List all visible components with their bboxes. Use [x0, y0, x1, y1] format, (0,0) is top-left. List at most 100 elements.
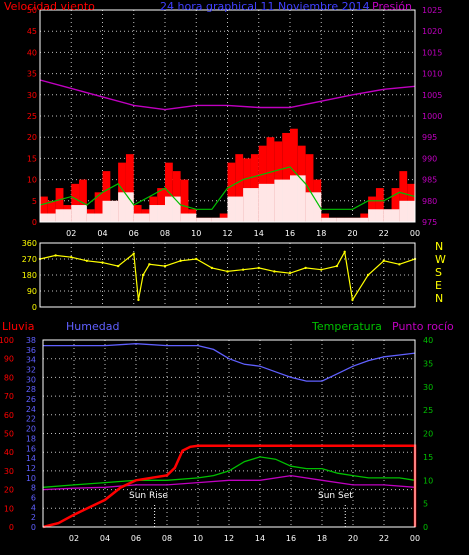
wind-direction-point: [382, 259, 385, 262]
humidity-y-tick: 0: [31, 523, 36, 532]
humidity-y-tick: 34: [26, 356, 36, 365]
wind-gust-bar: [79, 179, 87, 222]
wind-gust-bar: [227, 162, 236, 222]
wind-direction-point: [226, 270, 229, 273]
humidity-y-tick: 38: [26, 336, 36, 345]
wind-gust-bar: [55, 188, 64, 222]
chart-date-title: 24 hora graphical 11 Noviembre 2014: [160, 0, 370, 13]
temperature-y-tick: 0: [423, 523, 428, 532]
wind-direction-point: [137, 298, 140, 302]
wind-direction-point: [366, 273, 370, 277]
lower-x-tick: 12: [224, 534, 234, 543]
wind-direction-point: [70, 256, 73, 259]
wind-direction-point: [335, 264, 339, 268]
wind-direction-point: [210, 266, 214, 270]
wind-x-tick: 00: [410, 229, 420, 238]
wind-gust-bar: [375, 188, 384, 222]
humidity-y-tick: 10: [26, 474, 36, 483]
lower-chart-frame: [42, 339, 416, 528]
wind-gust-bar: [47, 200, 56, 222]
temperature-y-tick: 25: [423, 406, 433, 415]
wind-direction-point: [85, 259, 89, 262]
wind-speed-title: Velocidad viento: [4, 0, 95, 13]
wind-avg-bar: [71, 205, 87, 222]
wind-y-tick: 40: [27, 48, 37, 57]
pressure-y-tick: 990: [422, 154, 437, 163]
wind-gust-bar: [125, 154, 134, 222]
wind-avg-bar: [383, 209, 400, 222]
humidity-y-tick: 8: [31, 484, 36, 493]
lower-x-tick: 16: [286, 534, 296, 543]
wind-y-tick: 30: [27, 91, 37, 100]
temperature-y-tick: 40: [423, 336, 433, 345]
wind-avg-bar: [305, 192, 322, 222]
pressure-y-tick: 1015: [422, 48, 442, 57]
wind-direction-point: [116, 264, 120, 268]
wind-avg-bar: [102, 200, 119, 222]
wind-direction-point: [54, 254, 57, 257]
temperature-y-tick: 35: [423, 359, 433, 368]
wind-x-tick: 06: [129, 229, 139, 238]
wind-y-tick: 50: [27, 6, 37, 15]
wind-avg-bar: [86, 213, 103, 222]
wind-gust-bar: [399, 171, 408, 222]
temperature-y-tick: 30: [423, 383, 433, 392]
rain-title: Lluvia: [2, 320, 35, 333]
wind-gust-bar: [133, 205, 142, 222]
humidity-line: [43, 343, 416, 382]
wind-avg-bar: [368, 209, 384, 222]
humidity-title: Humedad: [66, 320, 120, 333]
humidity-y-tick: 26: [26, 395, 36, 404]
rain-y-tick: 100: [0, 336, 14, 345]
wind-avg-bar: [258, 183, 275, 222]
pressure-y-tick: 980: [422, 197, 437, 206]
wind-avg-bar: [149, 205, 165, 222]
lower-x-tick: 18: [317, 534, 327, 543]
wind-direction-point: [179, 259, 182, 262]
dewpoint-line: [42, 474, 416, 491]
wind-avg-bar: [133, 213, 150, 222]
pressure-y-tick: 1020: [422, 27, 442, 36]
direction-y-tick: 360: [22, 239, 37, 248]
rain-y-tick: 10: [4, 504, 14, 513]
direction-y-tick: 0: [32, 303, 37, 312]
wind-direction-point: [148, 263, 151, 266]
wind-direction-point: [132, 252, 135, 255]
rain-y-tick: 30: [4, 467, 14, 476]
wind-direction-point: [304, 266, 307, 270]
humidity-y-tick: 16: [26, 444, 36, 453]
temperature-y-tick: 15: [423, 453, 433, 462]
direction-label-n-bottom: N: [435, 292, 444, 305]
rain-line: [42, 444, 417, 529]
wind-x-tick: 08: [160, 229, 170, 238]
humidity-y-tick: 12: [26, 464, 36, 473]
wind-avg-bar: [399, 200, 415, 222]
wind-avg-bar: [211, 217, 228, 222]
wind-gust-bar: [305, 154, 314, 222]
direction-y-tick: 90: [27, 287, 37, 296]
wind-direction-point: [141, 273, 145, 277]
wind-avg-bar: [274, 179, 290, 222]
direction-label-e: E: [435, 279, 442, 292]
wind-avg-bar: [55, 209, 72, 222]
direction-y-tick: 180: [22, 271, 37, 280]
lower-x-tick: 10: [193, 534, 203, 543]
wind-avg-bar: [180, 213, 197, 222]
wind-direction-point: [398, 263, 401, 266]
wind-gust-bar: [180, 179, 189, 222]
wind-avg-bar: [321, 217, 337, 222]
wind-y-tick: 45: [27, 27, 37, 36]
wind-gust-bar: [235, 154, 244, 222]
humidity-y-tick: 28: [26, 385, 36, 394]
temperature-y-tick: 10: [423, 476, 433, 485]
temperature-y-tick: 20: [423, 430, 433, 439]
pressure-y-tick: 1000: [422, 112, 442, 121]
wind-avg-bar: [290, 175, 306, 222]
humidity-y-tick: 22: [26, 415, 36, 424]
lower-x-tick: 06: [131, 534, 141, 543]
pressure-y-tick: 975: [422, 218, 437, 227]
humidity-y-tick: 32: [26, 366, 36, 375]
wind-direction-point: [288, 272, 292, 275]
pressure-y-tick: 995: [422, 133, 437, 142]
wind-gust-bar: [94, 192, 103, 222]
